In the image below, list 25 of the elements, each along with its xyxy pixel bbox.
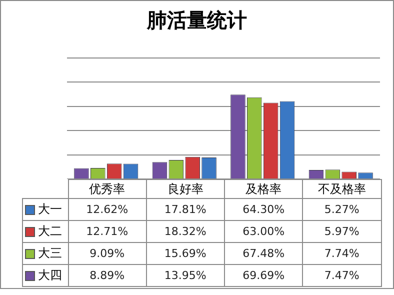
data-label: 67.48% <box>224 242 303 264</box>
legend-label: 大四 <box>22 264 68 286</box>
x-tick-label: 不及格率 <box>302 180 381 198</box>
data-label: 12.71% <box>68 220 146 242</box>
data-label: 8.89% <box>68 264 146 286</box>
data-label: 12.62% <box>68 198 146 220</box>
x-tick-label: 及格率 <box>224 180 303 198</box>
data-label: 5.27% <box>302 198 381 220</box>
chart-title: 肺活量统计 <box>146 7 248 34</box>
x-tick-label: 优秀率 <box>68 180 146 198</box>
data-label: 9.09% <box>68 242 146 264</box>
data-label: 17.81% <box>146 198 224 220</box>
legend-label: 大二 <box>22 220 68 242</box>
data-label: 69.69% <box>224 264 303 286</box>
data-label: 18.32% <box>146 220 224 242</box>
data-label: 63.00% <box>224 220 303 242</box>
data-label: 7.47% <box>302 264 381 286</box>
data-label: 13.95% <box>146 264 224 286</box>
data-label: 7.74% <box>302 242 381 264</box>
data-label: 5.97% <box>302 220 381 242</box>
x-tick-label: 良好率 <box>146 180 224 198</box>
data-label: 15.69% <box>146 242 224 264</box>
legend-label: 大一 <box>22 198 68 220</box>
data-label: 64.30% <box>224 198 303 220</box>
legend-label: 大三 <box>22 242 68 264</box>
